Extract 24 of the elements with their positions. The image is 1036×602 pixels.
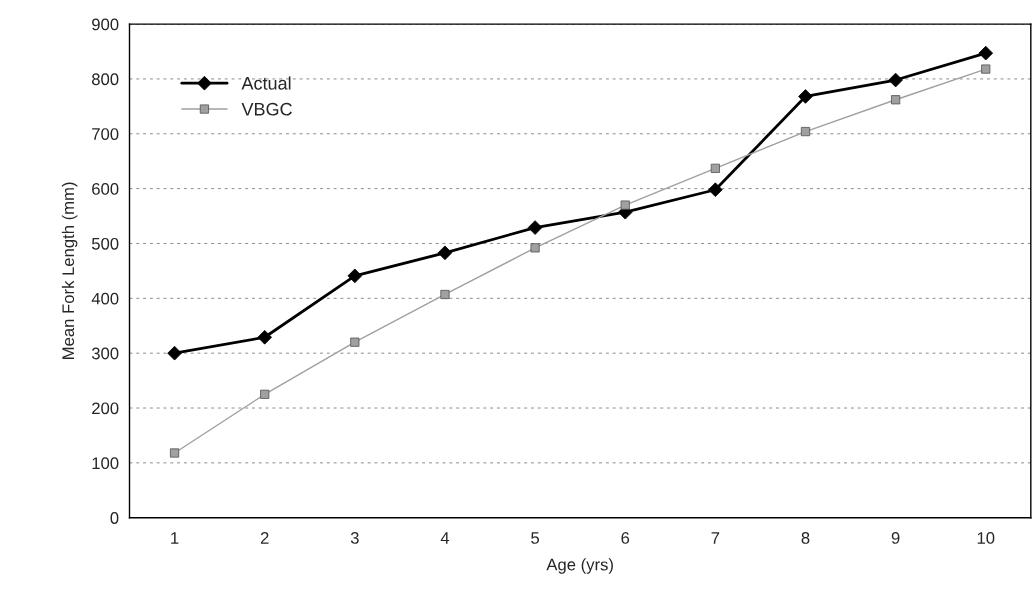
x-tick-label: 6 xyxy=(621,532,630,544)
x-axis-title: Age (yrs) xyxy=(546,558,613,574)
y-tick-label: 800 xyxy=(92,73,119,86)
legend-label: Actual xyxy=(241,76,291,90)
x-tick-label: 10 xyxy=(977,532,995,544)
y-tick-label: 0 xyxy=(110,512,119,524)
x-tick-label: 2 xyxy=(260,532,269,544)
x-tick-label: 8 xyxy=(801,532,810,544)
x-tick-label: 7 xyxy=(711,532,720,544)
y-tick-label: 400 xyxy=(91,292,119,305)
y-tick-label: 700 xyxy=(92,128,119,140)
x-tick-label: 3 xyxy=(350,532,359,544)
y-tick-label: 300 xyxy=(91,347,119,360)
x-tick-label: 9 xyxy=(891,532,900,544)
y-tick-label: 100 xyxy=(92,457,119,470)
y-axis-title: Mean Fork Length (mm) xyxy=(61,182,78,359)
y-tick-label: 200 xyxy=(92,402,119,415)
x-tick-label: 4 xyxy=(440,532,450,544)
y-tick-label: 500 xyxy=(91,237,119,250)
y-tick-label: 600 xyxy=(92,183,119,195)
y-tick-label: 900 xyxy=(92,18,119,31)
x-tick-label: 5 xyxy=(531,532,540,544)
legend-label: VBGC xyxy=(241,102,292,116)
x-tick-label: 1 xyxy=(171,532,179,544)
